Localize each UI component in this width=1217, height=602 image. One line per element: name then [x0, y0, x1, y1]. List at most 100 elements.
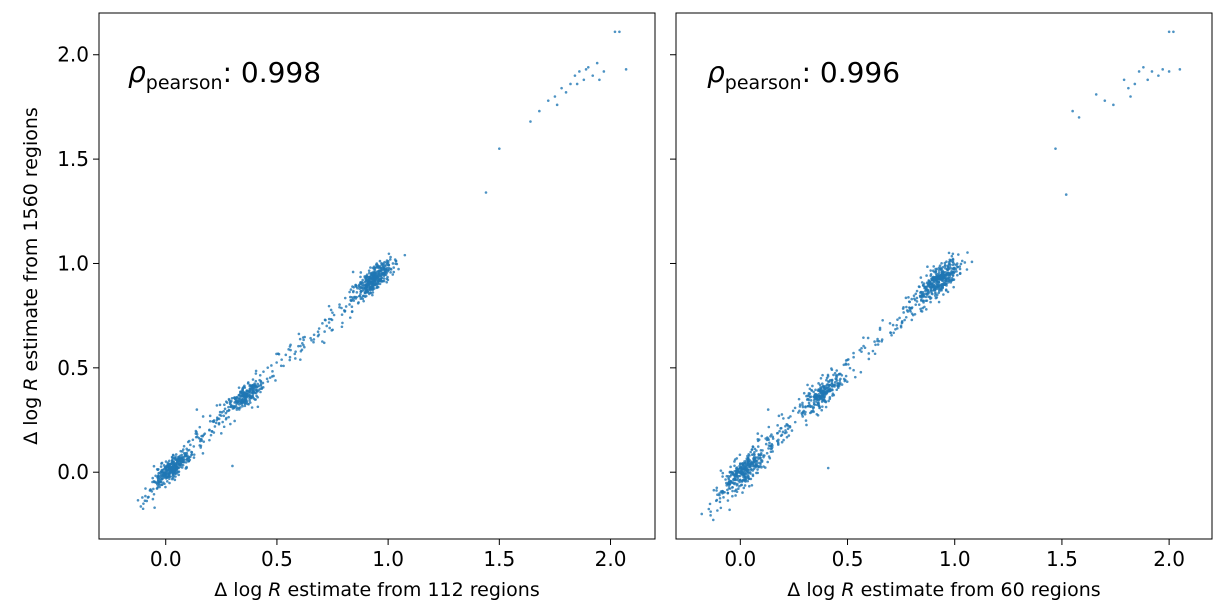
- data-point: [230, 399, 233, 403]
- data-point: [262, 370, 265, 373]
- data-point: [728, 470, 732, 474]
- data-point: [1122, 78, 1126, 82]
- data-point: [830, 367, 833, 370]
- data-point: [878, 326, 882, 330]
- data-point: [735, 490, 739, 494]
- data-point: [925, 299, 929, 302]
- data-point: [738, 466, 742, 470]
- data-point: [163, 471, 166, 475]
- data-point: [756, 432, 760, 435]
- data-point: [852, 351, 855, 355]
- data-point: [929, 300, 932, 304]
- data-point: [322, 341, 326, 345]
- data-point: [838, 383, 841, 386]
- data-point: [825, 391, 829, 395]
- data-point: [172, 460, 176, 464]
- data-point: [827, 388, 830, 392]
- data-point: [744, 472, 747, 475]
- data-point: [364, 279, 368, 283]
- data-point: [553, 95, 557, 98]
- data-point: [927, 290, 931, 294]
- data-point: [229, 405, 233, 409]
- data-point: [176, 466, 180, 470]
- data-point: [309, 336, 312, 340]
- data-point: [942, 276, 946, 280]
- data-point: [212, 420, 216, 424]
- data-point: [915, 289, 919, 293]
- data-point: [198, 439, 202, 443]
- data-point: [194, 429, 198, 433]
- data-point: [195, 408, 199, 411]
- data-point: [874, 343, 877, 347]
- data-point: [230, 396, 234, 400]
- data-point: [930, 286, 933, 290]
- data-point: [275, 361, 278, 364]
- data-point: [937, 268, 941, 272]
- data-point: [859, 370, 863, 374]
- x-tick-label: 1.5: [483, 547, 515, 571]
- data-point: [385, 261, 388, 264]
- data-point: [330, 329, 334, 332]
- data-point: [251, 395, 255, 399]
- data-point: [176, 460, 179, 463]
- data-point: [387, 252, 391, 256]
- data-point: [359, 271, 363, 274]
- data-point: [141, 507, 145, 511]
- data-point: [726, 499, 730, 502]
- data-point: [375, 277, 379, 281]
- data-point: [312, 338, 316, 341]
- data-point: [940, 282, 944, 286]
- data-point: [793, 406, 797, 410]
- data-point: [389, 258, 392, 261]
- data-point: [340, 325, 344, 329]
- data-point: [921, 299, 925, 303]
- data-point: [757, 438, 761, 442]
- data-point: [785, 435, 789, 439]
- data-point: [835, 377, 838, 381]
- data-point: [316, 330, 320, 333]
- data-point: [802, 409, 806, 413]
- data-point: [844, 362, 848, 365]
- data-point: [809, 399, 813, 402]
- data-point: [873, 340, 876, 343]
- data-point: [778, 429, 781, 433]
- data-point: [173, 478, 177, 482]
- data-point: [238, 397, 242, 400]
- data-point: [958, 265, 962, 268]
- data-point: [389, 255, 392, 259]
- data-point: [602, 70, 606, 73]
- data-point: [749, 472, 752, 475]
- data-point: [279, 364, 283, 368]
- data-point: [136, 498, 140, 502]
- data-point: [758, 456, 762, 460]
- data-point: [223, 403, 226, 407]
- data-point: [373, 283, 377, 287]
- data-point: [949, 278, 952, 282]
- data-point: [793, 420, 797, 424]
- data-point: [956, 265, 960, 269]
- data-point: [187, 448, 191, 452]
- data-point: [809, 395, 813, 398]
- data-point: [302, 338, 305, 342]
- data-point: [771, 437, 775, 440]
- data-point: [170, 465, 173, 469]
- data-point: [817, 404, 820, 407]
- data-point: [876, 337, 879, 341]
- data-point: [280, 358, 283, 361]
- data-point: [853, 375, 857, 379]
- data-point: [153, 506, 156, 509]
- data-point: [215, 404, 219, 407]
- data-point: [917, 303, 921, 306]
- pearson-annotation-right: ρpearson: 0.996: [707, 56, 900, 94]
- data-point: [815, 400, 818, 403]
- data-point: [392, 266, 396, 269]
- data-point: [356, 286, 359, 290]
- data-point: [734, 466, 738, 470]
- data-point: [161, 470, 164, 474]
- data-point: [240, 401, 244, 404]
- data-point: [867, 352, 871, 355]
- data-point: [190, 453, 194, 456]
- data-point: [833, 371, 837, 375]
- data-point: [300, 348, 304, 352]
- data-point: [213, 425, 217, 428]
